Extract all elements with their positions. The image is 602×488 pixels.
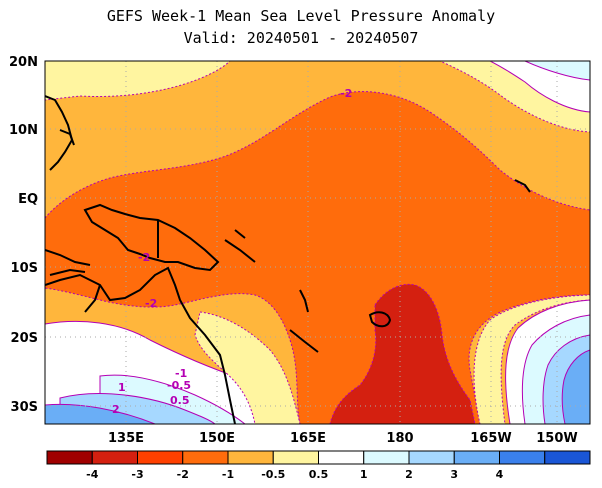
contour-label: 2 — [112, 403, 120, 416]
colorbar-swatch — [544, 450, 591, 465]
colorbar-swatch — [363, 450, 410, 465]
colorbar-swatch — [137, 450, 184, 465]
colorbar-swatch — [272, 450, 319, 465]
contour-label: -2 — [145, 297, 157, 310]
colorbar-swatch — [227, 450, 274, 465]
lon-label: 150E — [199, 431, 235, 446]
colorbar-swatch — [453, 450, 500, 465]
lat-label: 20S — [11, 331, 38, 346]
colorbar: -4 -3 -2 -1 -0.5 0.5 1 2 3 4 — [46, 450, 591, 481]
contour-label: -0.5 — [167, 379, 191, 392]
lon-label: 135E — [108, 431, 144, 446]
colorbar-label: 4 — [496, 468, 504, 481]
chart-title-line2: Valid: 20240501 - 20240507 — [183, 29, 419, 47]
colorbar-swatch — [408, 450, 455, 465]
lat-label: 30S — [11, 400, 38, 415]
longitude-labels: 135E 150E 165E 180 165W 150W — [108, 431, 578, 446]
colorbar-label: 3 — [450, 468, 458, 481]
contour-label: -1 — [175, 367, 187, 380]
colorbar-label: -4 — [86, 468, 99, 481]
lon-label: 150W — [536, 431, 577, 446]
chart-title-line1: GEFS Week-1 Mean Sea Level Pressure Anom… — [106, 7, 496, 25]
lat-label: 20N — [9, 55, 38, 70]
colorbar-label: 2 — [405, 468, 413, 481]
lat-label: 10S — [11, 261, 38, 276]
lat-label: 10N — [9, 123, 38, 138]
band-minus05-north — [45, 61, 231, 101]
lon-label: 180 — [386, 431, 413, 446]
filled-contours: -2 -2 -2 -1 -0.5 1 0.5 2 — [45, 61, 590, 424]
contour-label: 1 — [118, 381, 126, 394]
colorbar-swatch — [46, 450, 93, 465]
colorbar-label: -2 — [177, 468, 189, 481]
band-2-southeast — [561, 349, 590, 424]
band-minus2-core — [45, 91, 590, 424]
band-minus05-southeast — [473, 294, 590, 424]
lat-label: EQ — [18, 192, 38, 207]
colorbar-swatch — [91, 450, 138, 465]
colorbar-label: -1 — [222, 468, 234, 481]
contour-label: -2 — [138, 251, 150, 264]
colorbar-label: -0.5 — [261, 468, 285, 481]
colorbar-label: -3 — [131, 468, 143, 481]
band-minus3-core — [329, 283, 476, 424]
latitude-labels: 20N 10N EQ 10S 20S 30S — [9, 55, 38, 415]
map-frame — [44, 60, 591, 425]
lon-label: 165E — [290, 431, 326, 446]
colorbar-swatch — [182, 450, 229, 465]
contour-label: -2 — [340, 87, 352, 100]
graticule — [45, 61, 590, 424]
colorbar-label: 1 — [360, 468, 368, 481]
colorbar-label: 0.5 — [309, 468, 329, 481]
contour-label: 0.5 — [170, 394, 190, 407]
colorbar-swatch — [499, 450, 546, 465]
coastlines — [45, 95, 531, 424]
lon-label: 165W — [470, 431, 511, 446]
colorbar-swatch — [318, 450, 365, 465]
